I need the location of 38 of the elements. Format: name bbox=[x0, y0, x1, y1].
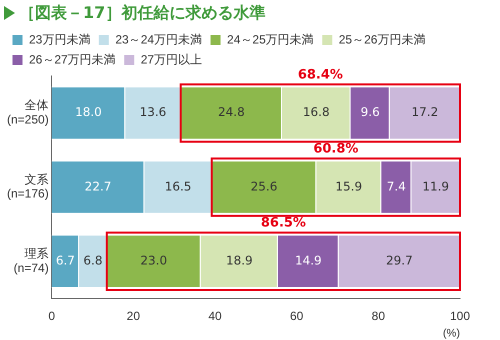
y-tick-label: 理系 (n=74) bbox=[14, 246, 49, 275]
x-tick-label: 0 bbox=[48, 308, 56, 323]
data-label: 29.7 bbox=[386, 253, 413, 268]
x-tick-label: 60 bbox=[290, 308, 304, 323]
legend-label: 27万円以上 bbox=[140, 52, 202, 66]
data-label: 22.7 bbox=[84, 179, 112, 194]
legend-label: 25～26万円未満 bbox=[338, 32, 426, 46]
data-label: 16.8 bbox=[302, 105, 330, 120]
annotation: 86.5% bbox=[260, 216, 306, 231]
data-label: 9.6 bbox=[360, 105, 380, 120]
data-label: 7.4 bbox=[386, 179, 406, 194]
legend-label: 26～27万円未満 bbox=[29, 52, 116, 66]
data-label: 18.0 bbox=[75, 105, 102, 120]
x-axis-title: (%) bbox=[442, 327, 460, 340]
data-label: 13.6 bbox=[140, 105, 166, 120]
data-label: 15.9 bbox=[335, 179, 362, 194]
data-label: 18.9 bbox=[226, 253, 253, 268]
y-tick-label: 全体 (n=250) bbox=[6, 98, 49, 127]
data-label: 24.8 bbox=[218, 105, 245, 120]
data-label: 16.5 bbox=[164, 179, 192, 194]
legend-label: 23～24万円未満 bbox=[115, 32, 202, 46]
legend-label: 24～25万円未満 bbox=[227, 32, 314, 46]
data-label: 11.9 bbox=[422, 179, 450, 194]
x-tick-label: 80 bbox=[372, 308, 386, 323]
data-label: 14.9 bbox=[294, 253, 322, 268]
data-label: 23.0 bbox=[140, 253, 168, 268]
x-tick-label: 100 bbox=[450, 308, 470, 323]
chart-title: ［図表－17］初任給に求める水準 bbox=[19, 2, 266, 24]
data-label: 6.8 bbox=[83, 253, 102, 268]
x-tick-label: 20 bbox=[126, 308, 140, 323]
x-tick-label: 40 bbox=[208, 308, 222, 323]
annotation: 68.4% bbox=[298, 67, 343, 82]
data-label: 17.2 bbox=[412, 105, 438, 120]
legend-label: 23万円未満 bbox=[29, 32, 90, 46]
y-tick-label: 文系 (n=176) bbox=[6, 172, 49, 201]
data-label: 6.7 bbox=[56, 253, 75, 268]
annotation: 60.8% bbox=[313, 141, 358, 156]
data-label: 25.6 bbox=[250, 179, 278, 194]
